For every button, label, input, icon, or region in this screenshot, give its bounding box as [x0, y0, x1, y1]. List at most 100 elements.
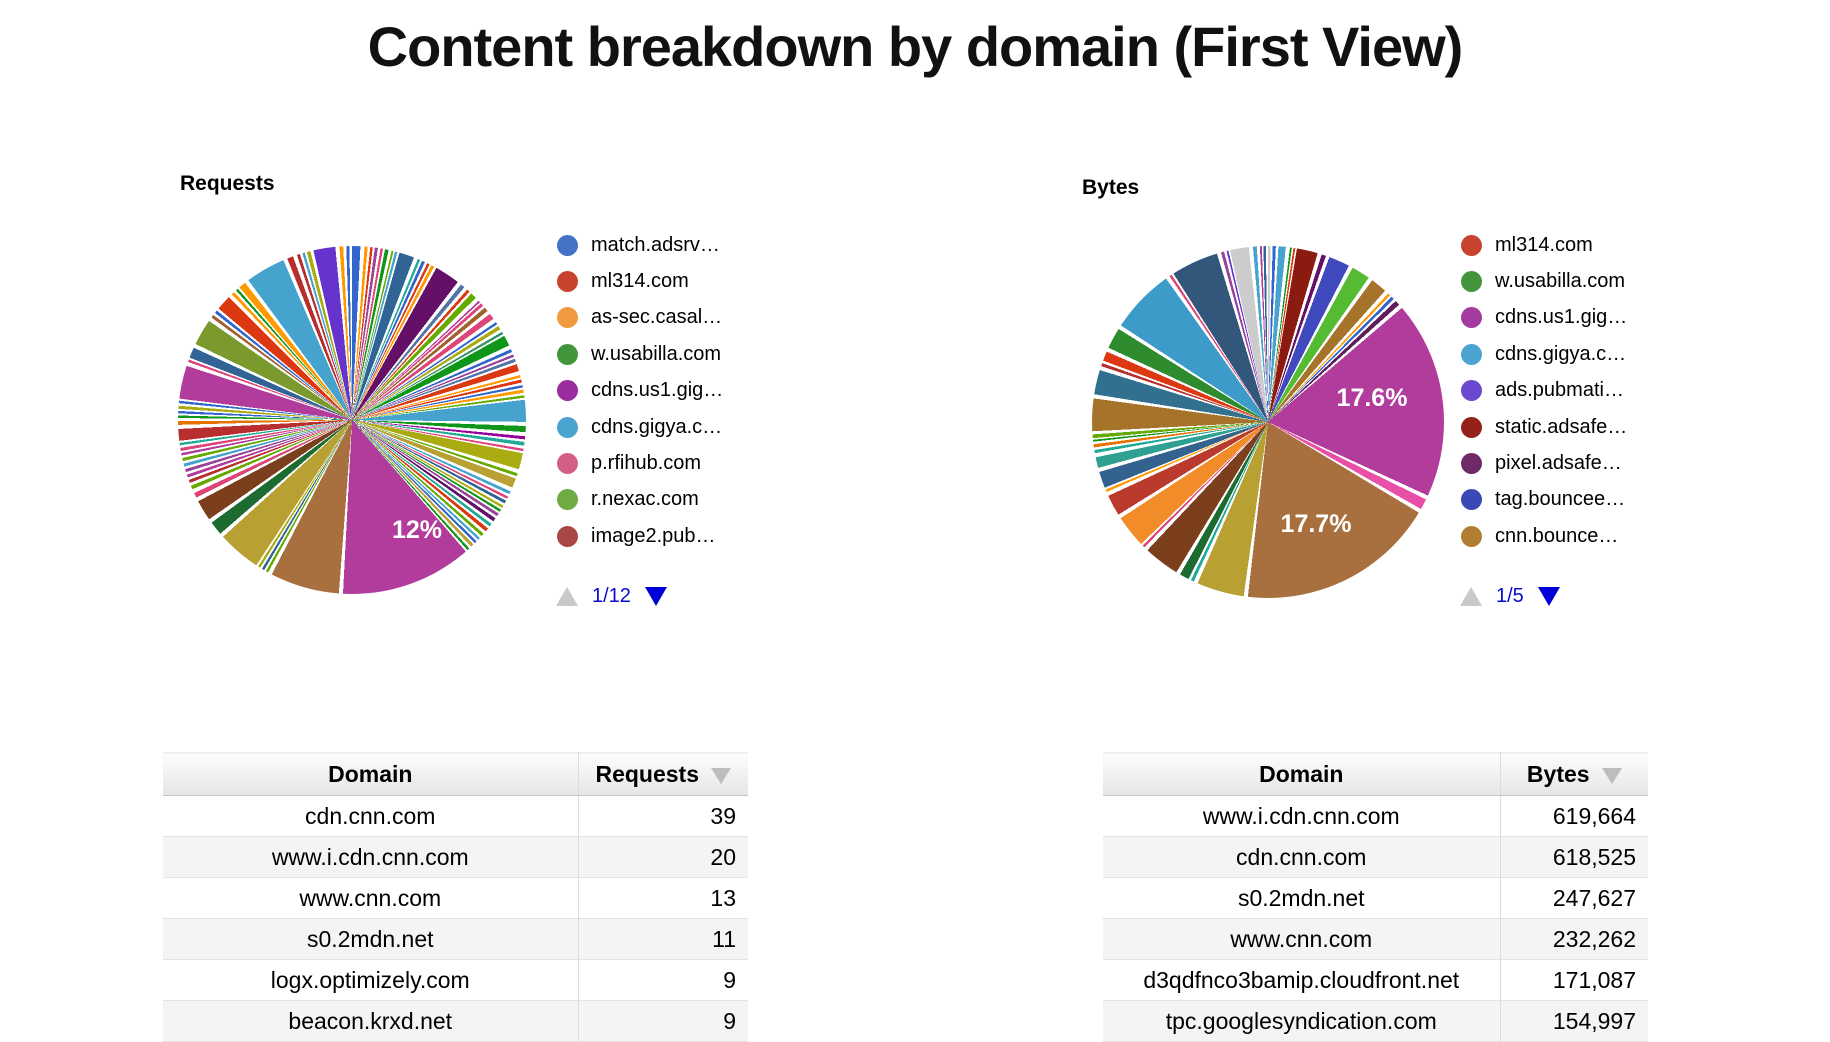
column-header-label: Domain [328, 760, 413, 787]
legend-item[interactable]: match.adsrv… [557, 227, 723, 263]
requests-pie-percent-label: 12% [391, 516, 443, 544]
legend-item[interactable]: static.adsafe… [1461, 409, 1627, 445]
legend-swatch-icon [1461, 343, 1482, 365]
legend-item[interactable]: r.nexac.com [557, 482, 723, 518]
value-cell: 20 [578, 836, 748, 878]
value-cell: 619,664 [1500, 795, 1648, 837]
legend-swatch-icon [1461, 416, 1482, 438]
legend-swatch-icon [557, 489, 578, 511]
column-header-requests[interactable]: Requests [578, 752, 748, 796]
legend-label: match.adsrv… [591, 233, 720, 256]
legend-item[interactable]: w.usabilla.com [1461, 263, 1627, 299]
legend-prev-icon[interactable] [556, 586, 578, 606]
table-row: beacon.krxd.net 9 [163, 1000, 748, 1042]
column-header-domain[interactable]: Domain [1103, 752, 1501, 796]
requests-pie-chart[interactable] [178, 246, 526, 594]
requests-legend-pager: 1/12 [556, 584, 667, 608]
bytes-pie-chart[interactable] [1092, 246, 1444, 598]
table-row: cdn.cnn.com 618,525 [1103, 836, 1648, 878]
legend-item[interactable]: cnn.bounce… [1461, 518, 1627, 554]
legend-item[interactable]: tag.bouncee… [1461, 482, 1627, 518]
column-header-label: Bytes [1526, 760, 1590, 787]
legend-label: pixel.adsafe… [1495, 452, 1622, 475]
legend-item[interactable]: ads.pubmati… [1461, 373, 1627, 409]
legend-swatch-icon [1461, 380, 1482, 402]
bytes-pie-percent-label-2: 17.7% [1280, 510, 1352, 538]
bytes-pie-percent-label-1: 17.6% [1336, 384, 1408, 412]
legend-item[interactable]: pixel.adsafe… [1461, 445, 1627, 481]
value-cell: 9 [578, 959, 748, 1001]
domain-cell: www.i.cdn.cnn.com [1103, 795, 1501, 837]
column-header-domain[interactable]: Domain [163, 752, 579, 796]
legend-label: ml314.com [591, 270, 689, 293]
legend-label: ml314.com [1495, 233, 1593, 256]
legend-item[interactable]: ml314.com [557, 263, 723, 299]
legend-item[interactable]: cdns.gigya.c… [557, 409, 723, 445]
value-cell: 247,627 [1500, 877, 1648, 919]
value-cell: 13 [578, 877, 748, 919]
domain-cell: logx.optimizely.com [163, 959, 579, 1001]
requests-legend: match.adsrv… ml314.com as-sec.casal… w.usab… [557, 227, 723, 555]
value-cell: 11 [578, 918, 748, 960]
legend-item[interactable]: cdns.gigya.c… [1461, 336, 1627, 372]
legend-swatch-icon [1461, 234, 1482, 256]
legend-label: w.usabilla.com [591, 342, 722, 365]
legend-next-icon[interactable] [1537, 586, 1560, 606]
legend-swatch-icon [557, 453, 578, 475]
requests-chart-title: Requests [180, 172, 275, 195]
domain-cell: s0.2mdn.net [163, 918, 579, 960]
legend-label: as-sec.casal… [591, 306, 723, 329]
domain-cell: beacon.krxd.net [163, 1000, 579, 1042]
column-header-bytes[interactable]: Bytes [1500, 752, 1648, 796]
table-row: s0.2mdn.net 247,627 [1103, 877, 1648, 919]
legend-item[interactable]: as-sec.casal… [557, 300, 723, 336]
legend-label: w.usabilla.com [1495, 270, 1626, 293]
legend-swatch-icon [1461, 453, 1482, 475]
legend-label: cdns.gigya.c… [591, 415, 723, 438]
legend-label: tag.bouncee… [1495, 488, 1626, 511]
table-header-row: Domain Requests [163, 752, 748, 796]
table-row: s0.2mdn.net 11 [163, 918, 748, 960]
legend-next-icon[interactable] [644, 586, 667, 606]
table-row: tpc.googlesyndication.com 154,997 [1103, 1000, 1648, 1042]
domain-cell: cdn.cnn.com [1103, 836, 1501, 878]
legend-label: cdns.us1.gig… [1495, 306, 1628, 329]
legend-item[interactable]: cdns.us1.gig… [557, 373, 723, 409]
legend-swatch-icon [557, 380, 578, 402]
legend-page-indicator: 1/5 [1496, 584, 1524, 607]
column-header-label: Domain [1259, 760, 1344, 787]
value-cell: 39 [578, 795, 748, 837]
legend-label: image2.pub… [591, 524, 716, 547]
legend-swatch-icon [1461, 525, 1482, 547]
legend-swatch-icon [1461, 307, 1482, 329]
legend-item[interactable]: ml314.com [1461, 227, 1627, 263]
bytes-chart-title: Bytes [1082, 176, 1140, 199]
table-row: cdn.cnn.com 39 [163, 795, 748, 837]
table-row: logx.optimizely.com 9 [163, 959, 748, 1001]
legend-swatch-icon [557, 271, 578, 293]
legend-item[interactable]: p.rfihub.com [557, 445, 723, 481]
legend-swatch-icon [1461, 489, 1482, 511]
domain-cell: s0.2mdn.net [1103, 877, 1501, 919]
domain-cell: cdn.cnn.com [163, 795, 579, 837]
bytes-table: Domain Bytes www.i.cdn.cnn.com 619,664 cdn.c… [1103, 752, 1648, 1042]
legend-item[interactable]: cdns.us1.gig… [1461, 300, 1627, 336]
legend-label: static.adsafe… [1495, 415, 1628, 438]
legend-prev-icon[interactable] [1460, 586, 1482, 606]
legend-label: cnn.bounce… [1495, 524, 1619, 547]
legend-swatch-icon [557, 416, 578, 438]
domain-cell: www.cnn.com [163, 877, 579, 919]
requests-table: Domain Requests cdn.cnn.com 39 www.i.cdn.cnn… [163, 752, 748, 1042]
value-cell: 9 [578, 1000, 748, 1042]
table-row: www.cnn.com 13 [163, 877, 748, 919]
legend-item[interactable]: image2.pub… [557, 518, 723, 554]
table-row: d3qdfnco3bamip.cloudfront.net 171,087 [1103, 959, 1648, 1001]
value-cell: 171,087 [1500, 959, 1648, 1001]
legend-swatch-icon [557, 525, 578, 547]
legend-swatch-icon [1461, 271, 1482, 293]
value-cell: 232,262 [1500, 918, 1648, 960]
legend-label: ads.pubmati… [1495, 379, 1624, 402]
bytes-legend: ml314.com w.usabilla.com cdns.us1.gig… cdns… [1461, 227, 1627, 555]
legend-swatch-icon [557, 234, 578, 256]
legend-item[interactable]: w.usabilla.com [557, 336, 723, 372]
